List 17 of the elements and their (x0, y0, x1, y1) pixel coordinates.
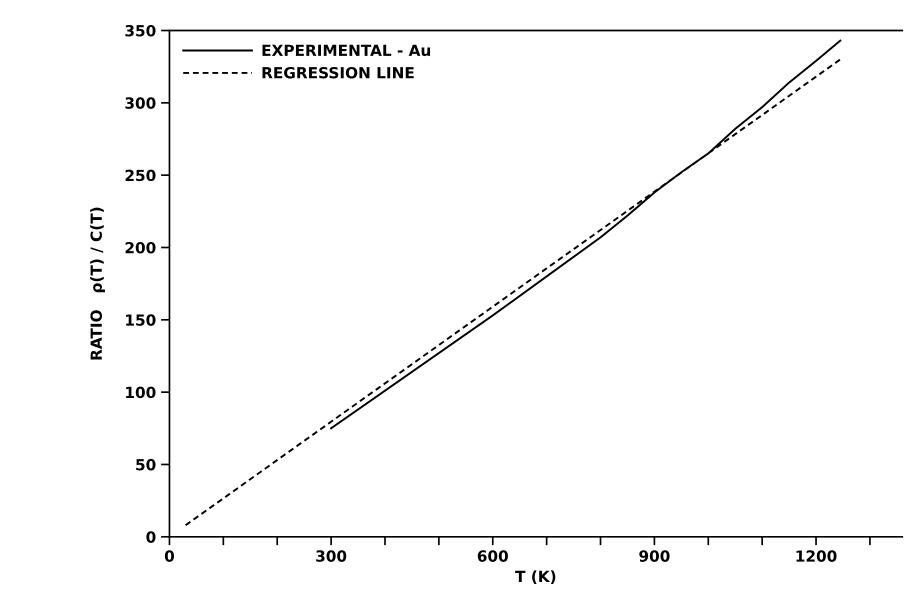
x-tick-label: 300 (316, 550, 346, 562)
y-tick-label: 0 (146, 531, 156, 543)
y-tick-label: 100 (126, 386, 156, 398)
y-axis-title: RATIO ρ(T) / C(T) (90, 208, 105, 360)
y-tick-label: 250 (126, 170, 156, 182)
y-tick-label: 200 (126, 242, 156, 254)
x-tick-label: 0 (164, 550, 174, 562)
legend-label: EXPERIMENTAL - Au (262, 44, 430, 56)
x-tick-label: 600 (478, 550, 508, 562)
x-axis-title: T (K) (515, 570, 556, 584)
x-tick-label: 900 (639, 550, 670, 562)
y-tick-label: 150 (126, 314, 156, 326)
y-tick-label: 300 (125, 97, 156, 109)
y-tick-label: 350 (125, 24, 156, 37)
legend-label: REGRESSION LINE (262, 66, 414, 78)
y-tick-label: 50 (136, 458, 156, 470)
x-tick-label: 1200 (796, 550, 837, 562)
